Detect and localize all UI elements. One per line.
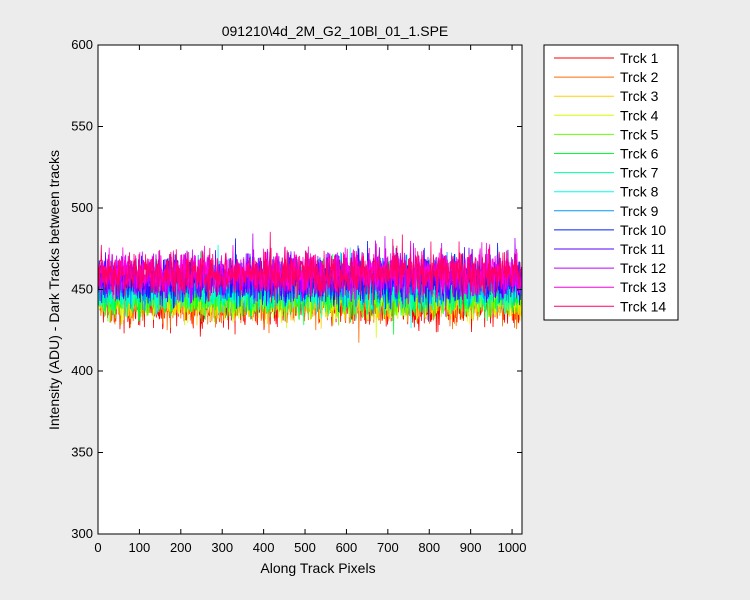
x-tick-label: 200 <box>170 540 192 555</box>
x-axis-label: Along Track Pixels <box>260 560 375 576</box>
legend-entry: Trck 3 <box>620 88 659 104</box>
y-tick-label: 400 <box>71 363 93 378</box>
y-tick-label: 350 <box>71 445 93 460</box>
legend-entry: Trck 9 <box>620 203 659 219</box>
legend-entry: Trck 11 <box>620 241 665 257</box>
y-axis-label: Intensity (ADU) - Dark Tracks between tr… <box>46 150 62 430</box>
legend-box <box>543 44 679 321</box>
series-line-14 <box>98 231 523 316</box>
y-tick-label: 450 <box>71 282 93 297</box>
x-tick-label: 0 <box>94 540 101 555</box>
legend-entry: Trck 14 <box>620 298 666 314</box>
legend-entry: Trck 4 <box>620 107 659 123</box>
x-tick-label: 300 <box>211 540 233 555</box>
x-tick-label: 1000 <box>498 540 527 555</box>
x-axis-ticks: 0 100 200 300 400 500 600 700 800 900 1000 <box>94 45 527 555</box>
x-tick-label: 400 <box>253 540 275 555</box>
legend: Trck 1 Trck 2 Trck 3 Trck 4 Trck 5 Trck 6 Trck… <box>543 44 679 321</box>
y-axis-ticks: 300 350 400 450 500 550 600 <box>71 37 522 541</box>
legend-entry: Trck 2 <box>620 69 659 85</box>
legend-entry: Trck 6 <box>620 146 659 162</box>
y-tick-label: 550 <box>71 119 93 134</box>
legend-entry: Trck 12 <box>620 260 666 276</box>
legend-entry: Trck 1 <box>620 50 659 66</box>
x-tick-label: 900 <box>460 540 482 555</box>
chart-title: 091210\4d_2M_G2_10Bl_01_1.SPE <box>222 23 449 39</box>
y-tick-label: 300 <box>71 526 93 541</box>
legend-entry: Trck 10 <box>620 222 666 238</box>
x-tick-label: 600 <box>336 540 358 555</box>
series-layer <box>98 231 523 343</box>
y-tick-label: 600 <box>71 37 93 52</box>
y-tick-label: 500 <box>71 200 93 215</box>
x-tick-label: 100 <box>129 540 151 555</box>
legend-entry: Trck 5 <box>620 126 659 142</box>
x-tick-label: 700 <box>377 540 399 555</box>
legend-entry: Trck 13 <box>620 279 666 295</box>
x-tick-label: 500 <box>294 540 316 555</box>
x-tick-label: 800 <box>418 540 440 555</box>
legend-entry: Trck 7 <box>620 165 659 181</box>
legend-entry: Trck 8 <box>620 184 659 200</box>
